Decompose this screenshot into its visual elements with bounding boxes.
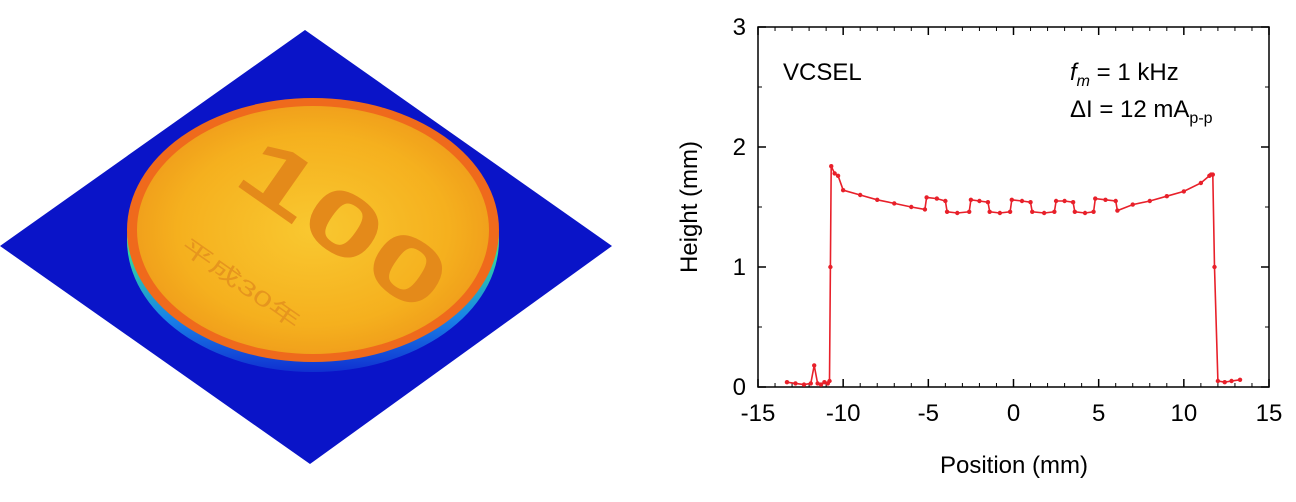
data-point	[934, 196, 940, 201]
y-tick-label: 0	[733, 374, 746, 401]
data-point	[1164, 194, 1170, 199]
data-point	[977, 198, 982, 204]
data-point	[1103, 197, 1108, 202]
data-point	[1237, 377, 1243, 382]
x-axis-ticks: -15 -10 -5 0 5 10 15	[741, 27, 1283, 427]
y-tick-label: 2	[733, 134, 746, 161]
fm-value: = 1 kHz	[1090, 59, 1179, 86]
data-point	[1072, 209, 1078, 214]
di-subscript: p-p	[1189, 110, 1212, 127]
data-point	[1091, 209, 1096, 214]
data-point	[1222, 380, 1227, 385]
data-point	[1028, 200, 1033, 205]
data-point	[827, 378, 832, 384]
x-tick-label: 15	[1256, 400, 1283, 427]
data-point	[1052, 209, 1057, 214]
data-point	[1062, 198, 1067, 204]
data-point	[1053, 198, 1059, 204]
data-point	[858, 192, 863, 198]
data-point	[1019, 198, 1025, 204]
x-tick-label: -10	[826, 400, 861, 427]
data-point	[909, 204, 914, 210]
data-point	[840, 188, 846, 193]
fm-symbol: f	[1070, 59, 1079, 86]
data-point	[818, 382, 824, 387]
data-point	[967, 209, 972, 214]
data-point	[835, 173, 841, 178]
data-point	[1212, 264, 1217, 270]
data-point	[1082, 210, 1088, 216]
x-tick-label: 5	[1092, 400, 1105, 427]
data-point	[1070, 200, 1076, 205]
data-point	[1147, 198, 1152, 204]
data-point	[1215, 378, 1221, 384]
data-point	[924, 195, 929, 200]
fm-subscript: m	[1077, 73, 1090, 90]
x-tick-label: -5	[918, 400, 939, 427]
data-point	[1007, 209, 1013, 214]
annotation-label: VCSEL	[783, 59, 862, 86]
di-symbol: ΔI	[1070, 96, 1093, 123]
data-point	[828, 264, 833, 270]
data-point	[922, 207, 928, 212]
x-tick-label: 0	[1007, 400, 1020, 427]
coin-face	[137, 106, 489, 354]
data-point	[1113, 198, 1118, 204]
data-point	[1030, 209, 1035, 214]
data-point	[892, 201, 897, 206]
data-point	[1210, 172, 1215, 177]
data-point	[997, 210, 1003, 216]
data-point	[985, 200, 991, 205]
data-point	[784, 380, 790, 385]
di-value: = 12 mA	[1093, 96, 1190, 123]
data-point	[1009, 197, 1014, 202]
data-point	[968, 197, 974, 202]
y-axis-label: Height (mm)	[676, 141, 703, 273]
data-point	[832, 171, 837, 176]
data-point	[1229, 378, 1234, 384]
height-map-image: 100 平成30年	[0, 30, 612, 464]
series-group	[784, 164, 1243, 387]
data-point	[1093, 196, 1098, 201]
data-point	[801, 382, 807, 387]
annotation-current-swing: ΔI = 12 mAp-p	[1070, 96, 1213, 127]
y-tick-label: 1	[733, 254, 746, 281]
data-point	[793, 381, 798, 386]
data-point	[1130, 202, 1135, 207]
data-point	[822, 380, 827, 385]
data-point	[955, 210, 960, 216]
data-point	[1198, 180, 1204, 186]
data-point	[987, 209, 992, 214]
data-point	[875, 197, 880, 202]
data-point	[943, 198, 948, 204]
data-point	[944, 209, 950, 214]
data-point	[1041, 210, 1047, 216]
x-axis-label: Position (mm)	[940, 452, 1088, 479]
data-point	[1115, 208, 1120, 213]
annotation-modulation-frequency: fm = 1 kHz	[1070, 59, 1179, 90]
data-point	[829, 164, 834, 169]
height-profile-chart: -15 -10 -5 0 5 10 15 0 1 2 3 Position (mm) Height…	[676, 14, 1282, 479]
data-point	[1181, 189, 1187, 194]
data-point	[812, 363, 817, 368]
x-tick-label: -15	[741, 400, 776, 427]
y-tick-label: 3	[733, 14, 746, 41]
data-point	[808, 381, 814, 386]
x-tick-label: 10	[1170, 400, 1197, 427]
data-point	[815, 381, 820, 386]
y-axis-ticks: 0 1 2 3	[733, 14, 1269, 401]
